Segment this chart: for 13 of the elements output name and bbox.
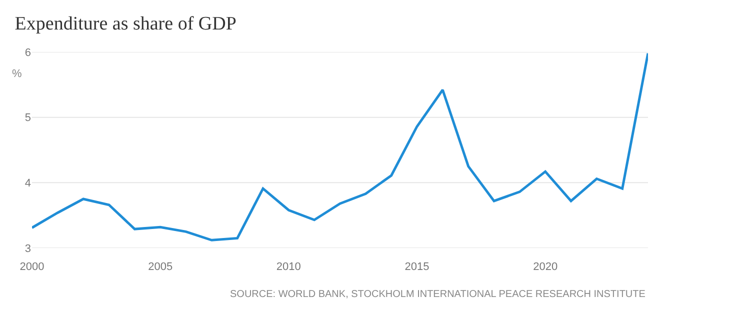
y-tick-label: 3 <box>24 242 31 255</box>
y-axis-title: % <box>12 68 22 80</box>
x-tick-label: 2020 <box>533 261 558 273</box>
y-tick-label: 6 <box>24 46 31 59</box>
x-tick-label: 2005 <box>148 261 173 273</box>
line-series <box>32 52 648 242</box>
y-tick-label: 5 <box>24 112 31 124</box>
x-tick-label: 2015 <box>404 261 430 273</box>
x-tick-label: 2010 <box>276 261 301 273</box>
y-tick-label: 4 <box>24 178 31 190</box>
chart-title: Expenditure as share of GDP <box>14 13 236 34</box>
source-note: SOURCE: WORLD BANK, STOCKHOLM INTERNATIONAL PEACE RESEARCH INSTITUTE <box>230 289 646 300</box>
x-tick-label: 2000 <box>20 261 44 273</box>
